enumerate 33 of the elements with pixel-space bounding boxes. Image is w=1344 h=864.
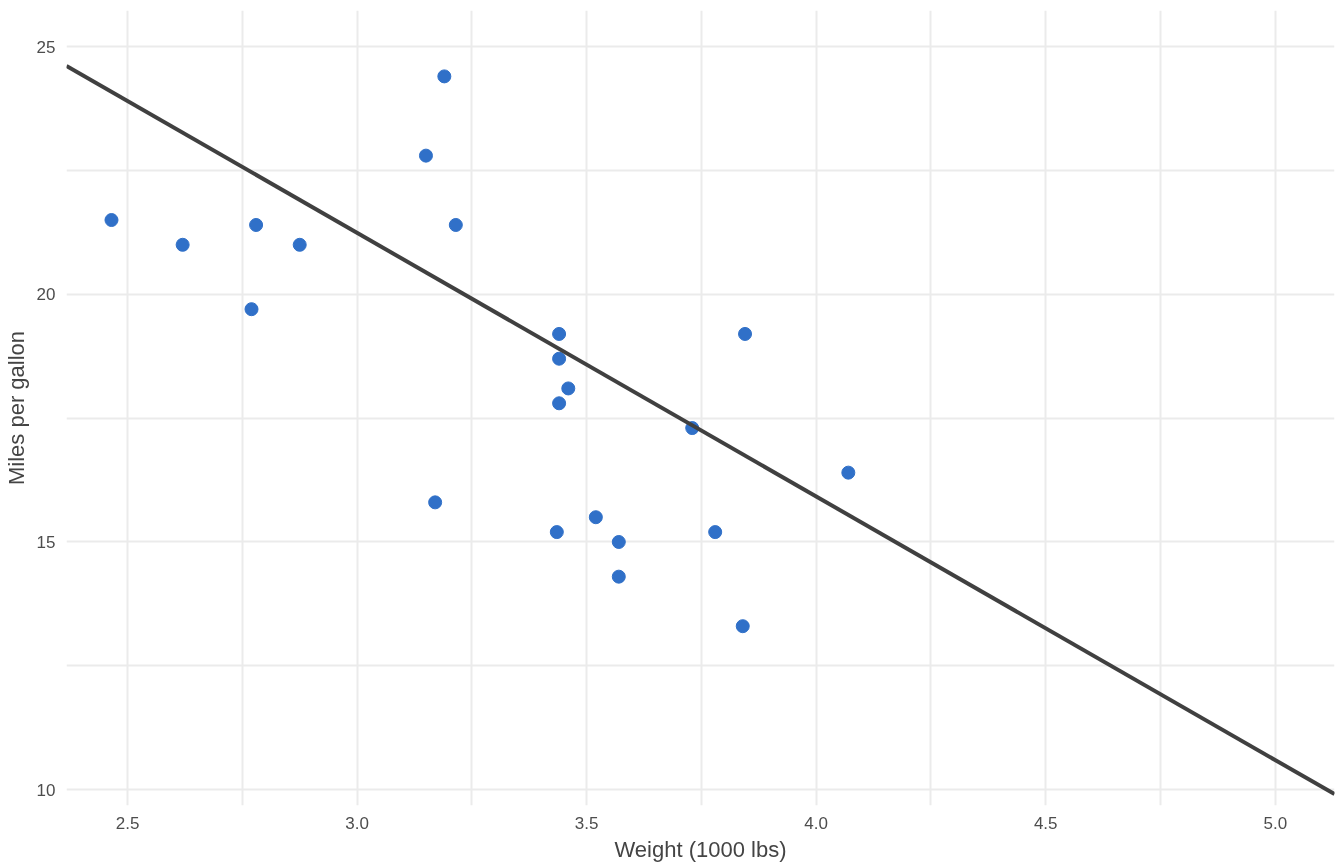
point <box>611 535 626 549</box>
point <box>552 396 567 411</box>
y-tick-label: 15 <box>36 532 56 552</box>
point <box>561 381 576 396</box>
point <box>437 69 452 84</box>
point <box>735 619 750 634</box>
point <box>549 525 564 540</box>
x-tick-label: 3.0 <box>345 813 369 833</box>
point <box>708 525 723 540</box>
point <box>588 510 603 525</box>
point <box>244 302 259 317</box>
x-tick-label: 5.0 <box>1263 813 1288 833</box>
x-tick-label: 3.5 <box>574 813 599 833</box>
x-tick-label: 2.5 <box>115 813 140 833</box>
point <box>249 217 264 232</box>
point <box>292 237 307 252</box>
point <box>552 351 567 366</box>
y-tick-label: 10 <box>36 780 56 800</box>
point <box>104 213 119 228</box>
point <box>175 237 190 252</box>
point <box>841 465 856 480</box>
x-tick-label: 4.0 <box>804 813 829 833</box>
y-axis-title: Miles per gallon <box>3 330 29 486</box>
y-tick-label: 25 <box>36 37 56 57</box>
point <box>611 569 626 584</box>
x-axis-title: Weight (1000 lbs) <box>614 836 787 862</box>
point <box>738 326 753 341</box>
point <box>552 326 567 341</box>
y-tick-label: 20 <box>36 285 56 305</box>
x-tick-label: 4.5 <box>1033 813 1058 833</box>
point <box>448 217 463 232</box>
point <box>418 148 433 163</box>
point <box>428 495 443 510</box>
